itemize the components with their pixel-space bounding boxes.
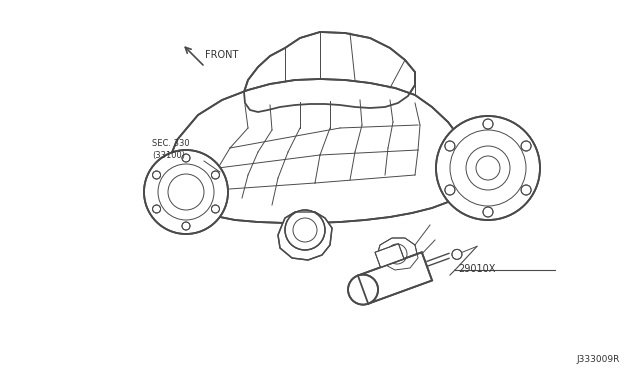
Polygon shape: [375, 244, 404, 267]
Circle shape: [483, 207, 493, 217]
Text: SEC. 330
(33100): SEC. 330 (33100): [152, 139, 189, 160]
Text: 29010X: 29010X: [458, 264, 495, 274]
Polygon shape: [244, 32, 415, 112]
Circle shape: [483, 119, 493, 129]
Polygon shape: [278, 212, 332, 260]
Text: FRONT: FRONT: [205, 50, 238, 60]
Circle shape: [144, 150, 228, 234]
Text: J333009R: J333009R: [577, 355, 620, 364]
Polygon shape: [378, 238, 418, 270]
Polygon shape: [170, 79, 470, 223]
Circle shape: [285, 210, 325, 250]
Circle shape: [152, 205, 161, 213]
Circle shape: [182, 154, 190, 162]
Circle shape: [152, 171, 161, 179]
Circle shape: [436, 116, 540, 220]
Circle shape: [211, 205, 220, 213]
Circle shape: [521, 185, 531, 195]
Circle shape: [452, 249, 462, 259]
Circle shape: [521, 141, 531, 151]
Circle shape: [211, 171, 220, 179]
Circle shape: [182, 222, 190, 230]
Circle shape: [445, 185, 455, 195]
Circle shape: [348, 275, 378, 305]
Circle shape: [445, 141, 455, 151]
Polygon shape: [358, 252, 432, 304]
